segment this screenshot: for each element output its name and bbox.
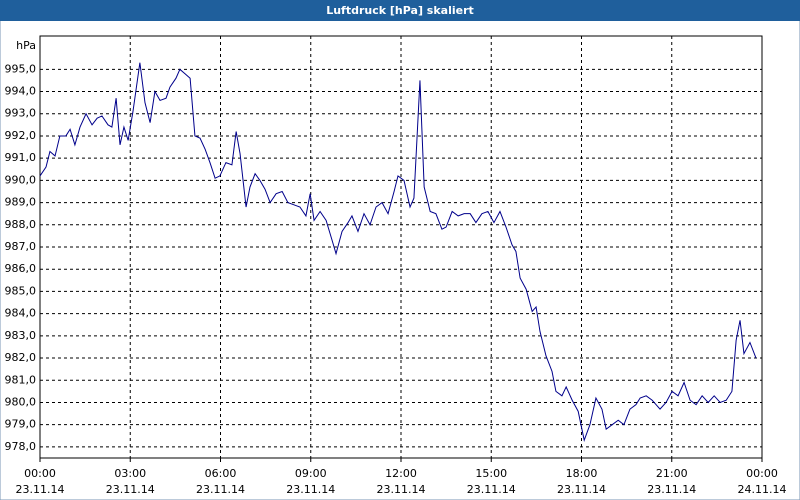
x-tick-label: 00:00 bbox=[746, 467, 778, 480]
x-tick-date: 23.11.14 bbox=[467, 483, 516, 496]
y-tick-label: 988,0 bbox=[5, 218, 37, 231]
y-tick-label: 985,0 bbox=[5, 284, 37, 297]
x-tick-date: 23.11.14 bbox=[16, 483, 65, 496]
y-tick-label: 990,0 bbox=[5, 173, 37, 186]
x-tick-date: 23.11.14 bbox=[286, 483, 335, 496]
x-tick-date: 23.11.14 bbox=[106, 483, 155, 496]
y-tick-label: 986,0 bbox=[5, 262, 37, 275]
y-tick-label: 980,0 bbox=[5, 395, 37, 408]
x-tick-date: 23.11.14 bbox=[647, 483, 696, 496]
x-tick-label: 03:00 bbox=[114, 467, 146, 480]
x-tick-label: 09:00 bbox=[295, 467, 327, 480]
y-tick-label: 981,0 bbox=[5, 373, 37, 386]
y-tick-label: 982,0 bbox=[5, 351, 37, 364]
y-tick-label: 983,0 bbox=[5, 329, 37, 342]
title-bar bbox=[0, 0, 800, 21]
x-tick-label: 18:00 bbox=[566, 467, 598, 480]
y-tick-label: 991,0 bbox=[5, 151, 37, 164]
x-tick-date: 23.11.14 bbox=[377, 483, 426, 496]
x-tick-label: 06:00 bbox=[205, 467, 237, 480]
y-tick-label: 992,0 bbox=[5, 129, 37, 142]
x-tick-date: 24.11.14 bbox=[738, 483, 787, 496]
y-axis-label: hPa bbox=[16, 39, 36, 52]
y-tick-label: 993,0 bbox=[5, 107, 37, 120]
chart-title: Luftdruck [hPa] skaliert bbox=[326, 4, 474, 17]
x-tick-label: 15:00 bbox=[475, 467, 507, 480]
x-tick-date: 23.11.14 bbox=[557, 483, 606, 496]
y-tick-label: 984,0 bbox=[5, 307, 37, 320]
y-tick-label: 994,0 bbox=[5, 85, 37, 98]
y-tick-label: 987,0 bbox=[5, 240, 37, 253]
y-tick-label: 979,0 bbox=[5, 418, 37, 431]
x-tick-date: 23.11.14 bbox=[196, 483, 245, 496]
y-tick-label: 989,0 bbox=[5, 196, 37, 209]
y-tick-label: 978,0 bbox=[5, 440, 37, 453]
y-tick-label: 995,0 bbox=[5, 62, 37, 75]
x-tick-label: 12:00 bbox=[385, 467, 417, 480]
x-tick-label: 00:00 bbox=[24, 467, 56, 480]
data-line bbox=[39, 62, 757, 443]
x-tick-label: 21:00 bbox=[656, 467, 688, 480]
